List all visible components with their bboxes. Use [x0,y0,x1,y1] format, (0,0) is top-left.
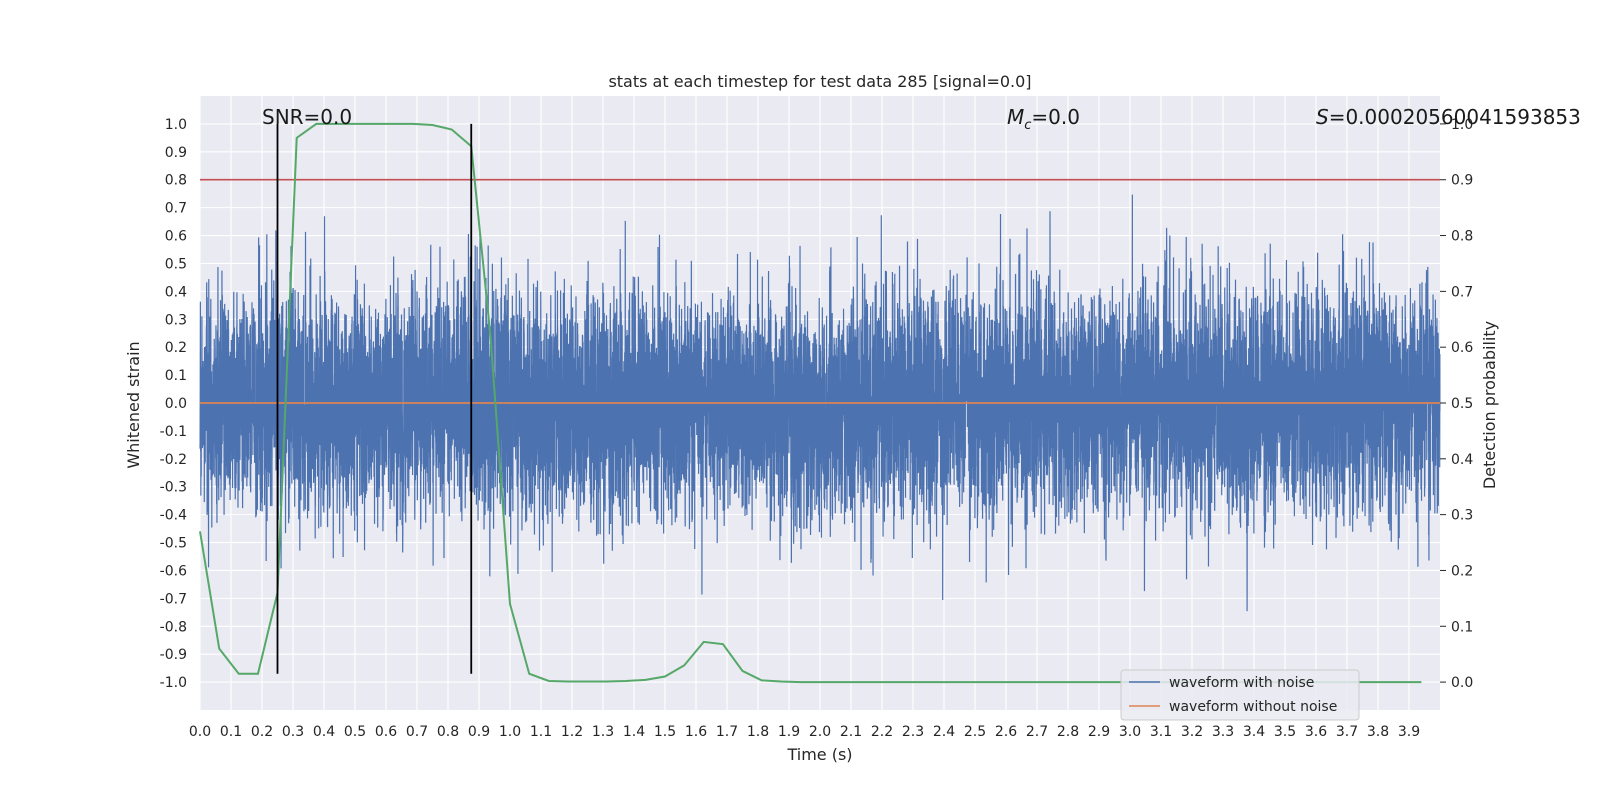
x-tick-label: 2.1 [840,724,862,740]
x-tick-label: 0.5 [344,724,366,740]
x-tick-label: 1.8 [747,724,769,740]
x-tick-label: 0.1 [220,724,242,740]
x-tick-label: 1.5 [654,724,676,740]
x-tick-label: 1.9 [778,724,800,740]
y-tick-label: -0.8 [160,619,187,635]
y-right-tick-label: 0.6 [1451,340,1473,356]
x-tick-label: 3.0 [1119,724,1141,740]
y-right-tick-label: 1.0 [1451,117,1473,133]
y-tick-label: -0.1 [160,424,187,440]
x-tick-label: 2.0 [809,724,831,740]
y-tick-label: -0.5 [160,536,187,552]
x-tick-label: 0.9 [468,724,490,740]
legend-label-clean: waveform without noise [1169,699,1337,715]
x-tick-label: 3.4 [1243,724,1265,740]
chart-title: stats at each timestep for test data 285… [608,72,1031,91]
x-tick-label: 0.2 [251,724,273,740]
y-axis-label: Whitened strain [124,341,143,468]
y-tick-label: 0.7 [165,201,187,217]
noise-layer [199,194,1441,612]
x-tick-label: 1.4 [623,724,645,740]
y-tick-label: -0.9 [160,647,187,663]
y-right-tick-label: 0.7 [1451,284,1473,300]
mc-annotation-sub: c [1024,118,1031,133]
x-tick-label: 0.6 [375,724,397,740]
y-right-tick-label: 0.0 [1451,675,1473,691]
x-tick-label: 1.6 [685,724,707,740]
snr-annotation: SNR=0.0 [262,105,352,129]
overlay [199,122,1440,684]
y-right-tick-label: 0.5 [1451,396,1473,412]
y-right-tick-label: 0.4 [1451,452,1473,468]
y-tick-label: 0.8 [165,173,187,189]
s-annotation: S=0.00020560041593853 [1316,105,1581,129]
waveform-with-noise-line [199,194,1441,612]
y-tick-label: -0.7 [160,591,187,607]
y-tick-label: 0.0 [165,396,187,412]
x-tick-label: 3.9 [1398,724,1420,740]
s-annotation-main: S [1316,105,1329,129]
mc-annotation-main: M [1007,105,1024,129]
y-right-tick-label: 0.1 [1451,619,1473,635]
y-right-tick-label: 0.3 [1451,508,1473,524]
legend-box [1120,669,1360,721]
x-tick-label: 3.7 [1336,724,1358,740]
x-tick-label: 1.7 [716,724,738,740]
y-tick-label: 1.0 [165,117,187,133]
mc-annotation-value: =0.0 [1031,105,1080,129]
y-tick-label: -0.2 [160,452,187,468]
x-tick-label: 3.3 [1212,724,1234,740]
x-tick-label: 3.1 [1150,724,1172,740]
y-tick-label: 0.9 [165,145,187,161]
x-tick-label: 3.8 [1367,724,1389,740]
x-tick-label: 2.3 [902,724,924,740]
y-right-tick-label: 0.9 [1451,173,1473,189]
y-tick-label: 0.1 [165,368,187,384]
y-tick-label: -0.4 [160,508,187,524]
mc-annotation: Mc=0.0 [1007,105,1080,133]
x-tick-label: 2.2 [871,724,893,740]
x-tick-label: 1.1 [530,724,552,740]
x-tick-label: 1.3 [592,724,614,740]
x-tick-label: 0.4 [313,724,335,740]
y-tick-label: 0.5 [165,256,187,272]
x-tick-label: 2.8 [1057,724,1079,740]
y-tick-label: 0.3 [165,312,187,328]
y-right-axis-label: Detection probability [1480,321,1499,489]
y-tick-label: -0.6 [160,563,187,579]
y-tick-label: 0.6 [165,229,187,245]
x-tick-label: 3.6 [1305,724,1327,740]
detection-probability-line [199,122,1422,684]
x-tick-label: 2.5 [964,724,986,740]
x-tick-label: 2.7 [1026,724,1048,740]
y-axis-ticks: 1.0 0.9 0.8 0.7 0.6 0.5 0.4 0.3 0.2 0.1 0.0 -0.1 -0.… [160,117,187,691]
x-tick-label: 1.0 [499,724,521,740]
s-annotation-value: =0.00020560041593853 [1329,105,1581,129]
y-tick-label: 0.4 [165,284,187,300]
x-tick-label: 0.8 [437,724,459,740]
x-tick-label: 2.4 [933,724,955,740]
x-tick-label: 0.0 [189,724,211,740]
x-tick-label: 2.9 [1088,724,1110,740]
x-axis-ticks: 0.0 0.1 0.2 0.3 0.4 0.5 0.6 0.7 0.8 0.9 1.0 1.1 1.2 1… [189,724,1420,740]
x-tick-label: 2.6 [995,724,1017,740]
y-tick-label: 0.2 [165,340,187,356]
x-tick-label: 1.2 [561,724,583,740]
legend: waveform with noise waveform without noi… [1120,669,1360,721]
y-tick-label: -0.3 [160,480,187,496]
x-tick-label: 3.2 [1181,724,1203,740]
x-tick-label: 0.3 [282,724,304,740]
y-tick-label: -1.0 [160,675,187,691]
x-tick-label: 3.5 [1274,724,1296,740]
y-right-tick-label: 0.8 [1451,229,1473,245]
y-right-axis-ticks: 1.0 0.9 0.8 0.7 0.6 0.5 0.4 0.3 0.2 0.1 0.0 [1440,117,1473,691]
x-tick-label: 0.7 [406,724,428,740]
x-axis-label: Time (s) [786,745,852,764]
y-right-tick-label: 0.2 [1451,563,1473,579]
legend-label-noise: waveform with noise [1169,675,1314,691]
